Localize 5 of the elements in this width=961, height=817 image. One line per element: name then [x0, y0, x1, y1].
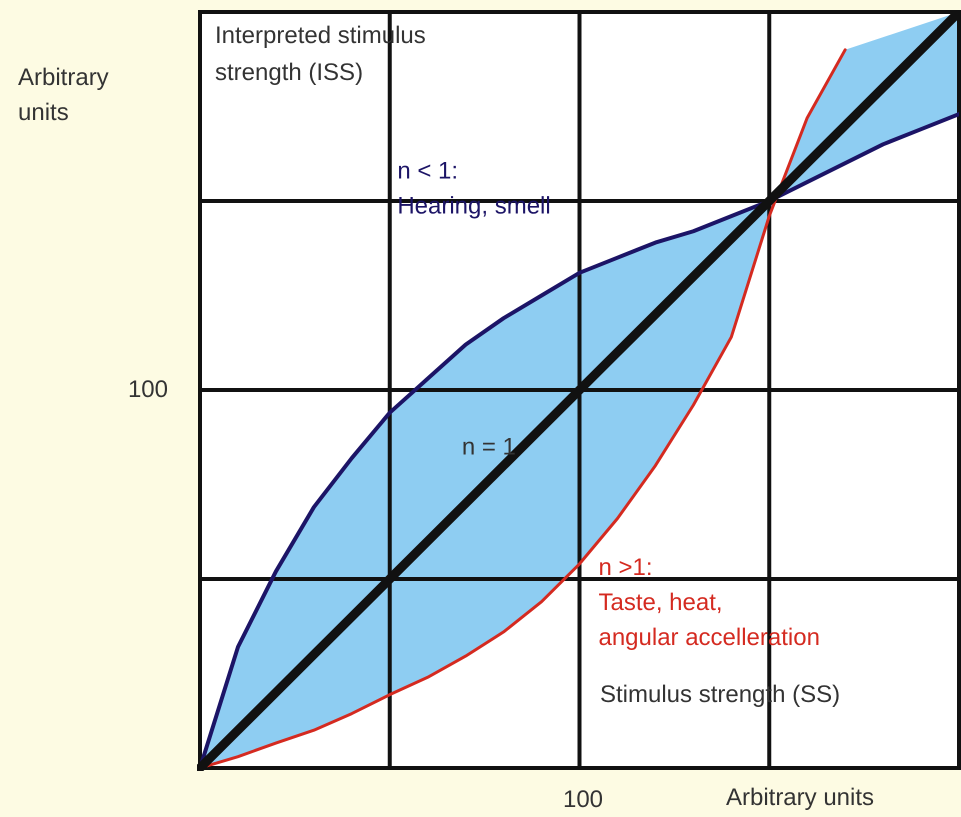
text: 100	[562, 786, 604, 813]
series-label: n = 1	[462, 433, 516, 460]
text: 100	[128, 376, 168, 403]
x-axis-title: Arbitrary units	[726, 784, 874, 811]
y-axis-title: Arbitrary units	[18, 64, 109, 126]
